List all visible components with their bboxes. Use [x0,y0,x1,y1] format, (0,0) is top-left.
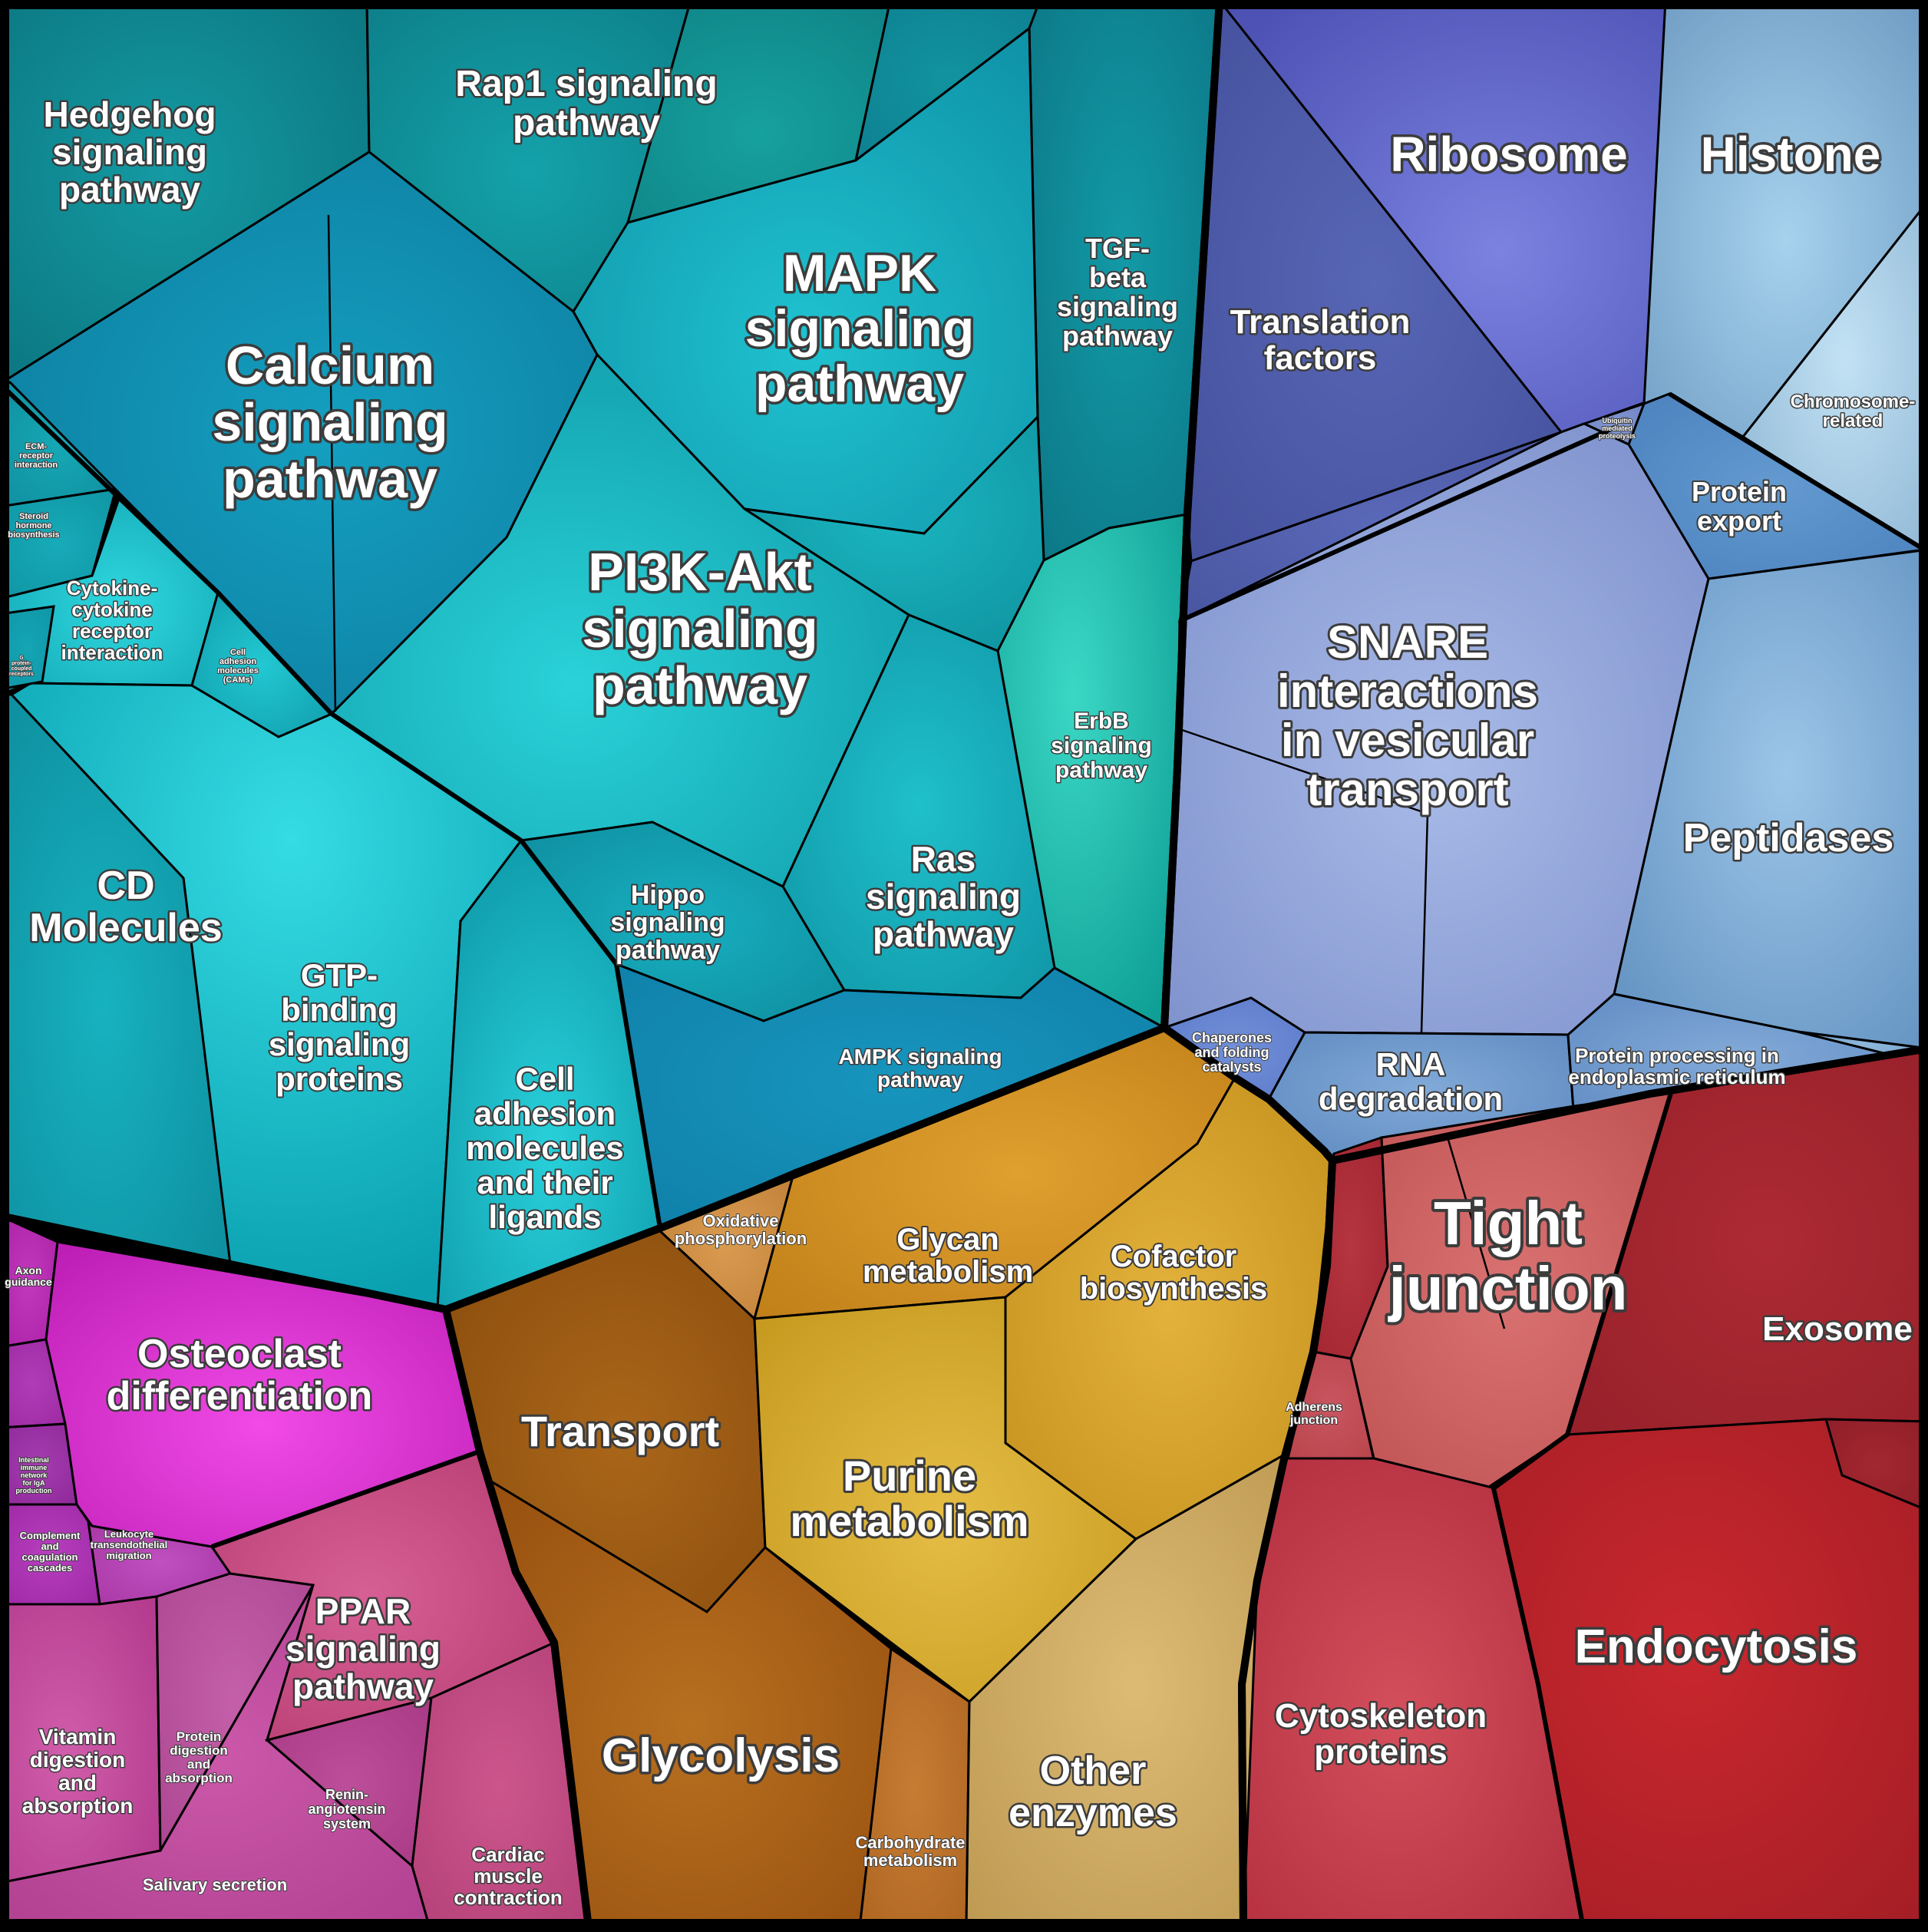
svg-text:Ribosome: Ribosome [1390,127,1627,182]
svg-text:Peptidases: Peptidases [1683,816,1894,860]
svg-text:Endocytosis: Endocytosis [1575,1620,1858,1673]
svg-text:Chromosome-related: Chromosome-related [1791,391,1916,431]
svg-text:Transport: Transport [521,1407,719,1455]
svg-text:Exosome: Exosome [1762,1310,1913,1348]
svg-text:Histone: Histone [1701,127,1881,182]
svg-text:Salivary secretion: Salivary secretion [143,1875,287,1894]
svg-text:Glycolysis: Glycolysis [602,1729,840,1782]
